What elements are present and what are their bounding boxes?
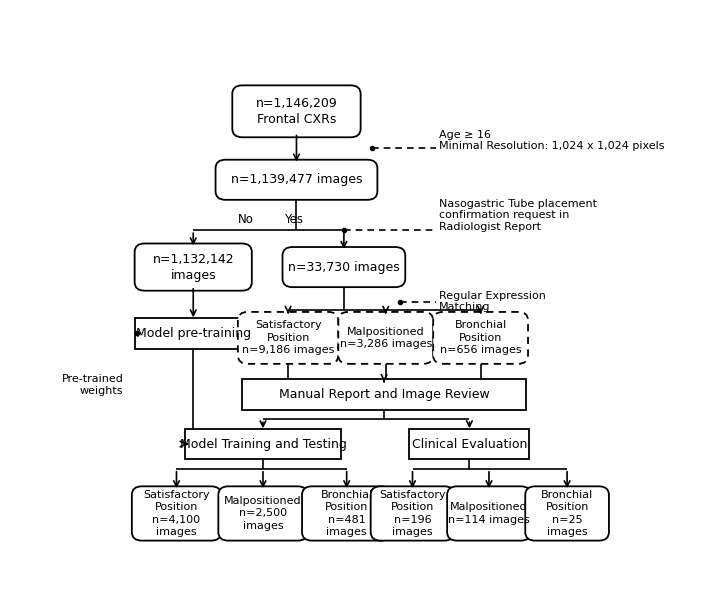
FancyBboxPatch shape [215, 160, 377, 200]
FancyBboxPatch shape [132, 486, 221, 541]
Text: n=1,146,209
Frontal CXRs: n=1,146,209 Frontal CXRs [256, 97, 338, 126]
Text: Yes: Yes [284, 213, 303, 226]
FancyBboxPatch shape [338, 312, 433, 364]
Text: Malpositioned
n=2,500
images: Malpositioned n=2,500 images [224, 496, 302, 531]
Text: Pre-trained
weights: Pre-trained weights [62, 375, 124, 396]
Text: Clinical Evaluation: Clinical Evaluation [412, 438, 527, 451]
Text: Model Training and Testing: Model Training and Testing [179, 438, 346, 451]
FancyBboxPatch shape [242, 379, 526, 410]
Text: Malpositioned
n=3,286 images: Malpositioned n=3,286 images [340, 327, 432, 349]
Text: Manual Report and Image Review: Manual Report and Image Review [279, 388, 490, 401]
Text: Satisfactory
Position
n=9,186 images: Satisfactory Position n=9,186 images [242, 321, 334, 356]
FancyBboxPatch shape [185, 428, 341, 459]
Text: No: No [238, 213, 254, 226]
Text: n=33,730 images: n=33,730 images [288, 261, 400, 273]
Text: Satisfactory
Position
n=4,100
images: Satisfactory Position n=4,100 images [143, 490, 210, 537]
Text: n=1,139,477 images: n=1,139,477 images [230, 173, 362, 186]
FancyBboxPatch shape [135, 243, 252, 291]
Text: n=1,132,142
images: n=1,132,142 images [153, 253, 234, 281]
FancyBboxPatch shape [233, 85, 361, 137]
Text: Nasogastric Tube placement
confirmation request in
Radiologist Report: Nasogastric Tube placement confirmation … [438, 199, 597, 232]
FancyBboxPatch shape [433, 312, 528, 364]
Text: Malpositioned
n=114 images: Malpositioned n=114 images [448, 502, 530, 525]
FancyBboxPatch shape [410, 428, 529, 459]
FancyBboxPatch shape [526, 486, 609, 541]
FancyBboxPatch shape [282, 247, 405, 287]
Text: Bronchial
Position
n=481
images: Bronchial Position n=481 images [320, 490, 373, 537]
Text: Age ≥ 16
Minimal Resolution: 1,024 x 1,024 pixels: Age ≥ 16 Minimal Resolution: 1,024 x 1,0… [438, 130, 665, 151]
Text: Bronchial
Position
n=25
images: Bronchial Position n=25 images [541, 490, 593, 537]
FancyBboxPatch shape [238, 312, 338, 364]
FancyBboxPatch shape [447, 486, 531, 541]
FancyBboxPatch shape [302, 486, 392, 541]
FancyBboxPatch shape [218, 486, 307, 541]
Text: Bronchial
Position
n=656 images: Bronchial Position n=656 images [440, 321, 521, 356]
FancyBboxPatch shape [371, 486, 454, 541]
Text: Satisfactory
Position
n=196
images: Satisfactory Position n=196 images [379, 490, 446, 537]
FancyBboxPatch shape [135, 318, 252, 349]
Text: Model pre-training: Model pre-training [135, 327, 251, 340]
Text: Regular Expression
Matching: Regular Expression Matching [438, 291, 546, 313]
